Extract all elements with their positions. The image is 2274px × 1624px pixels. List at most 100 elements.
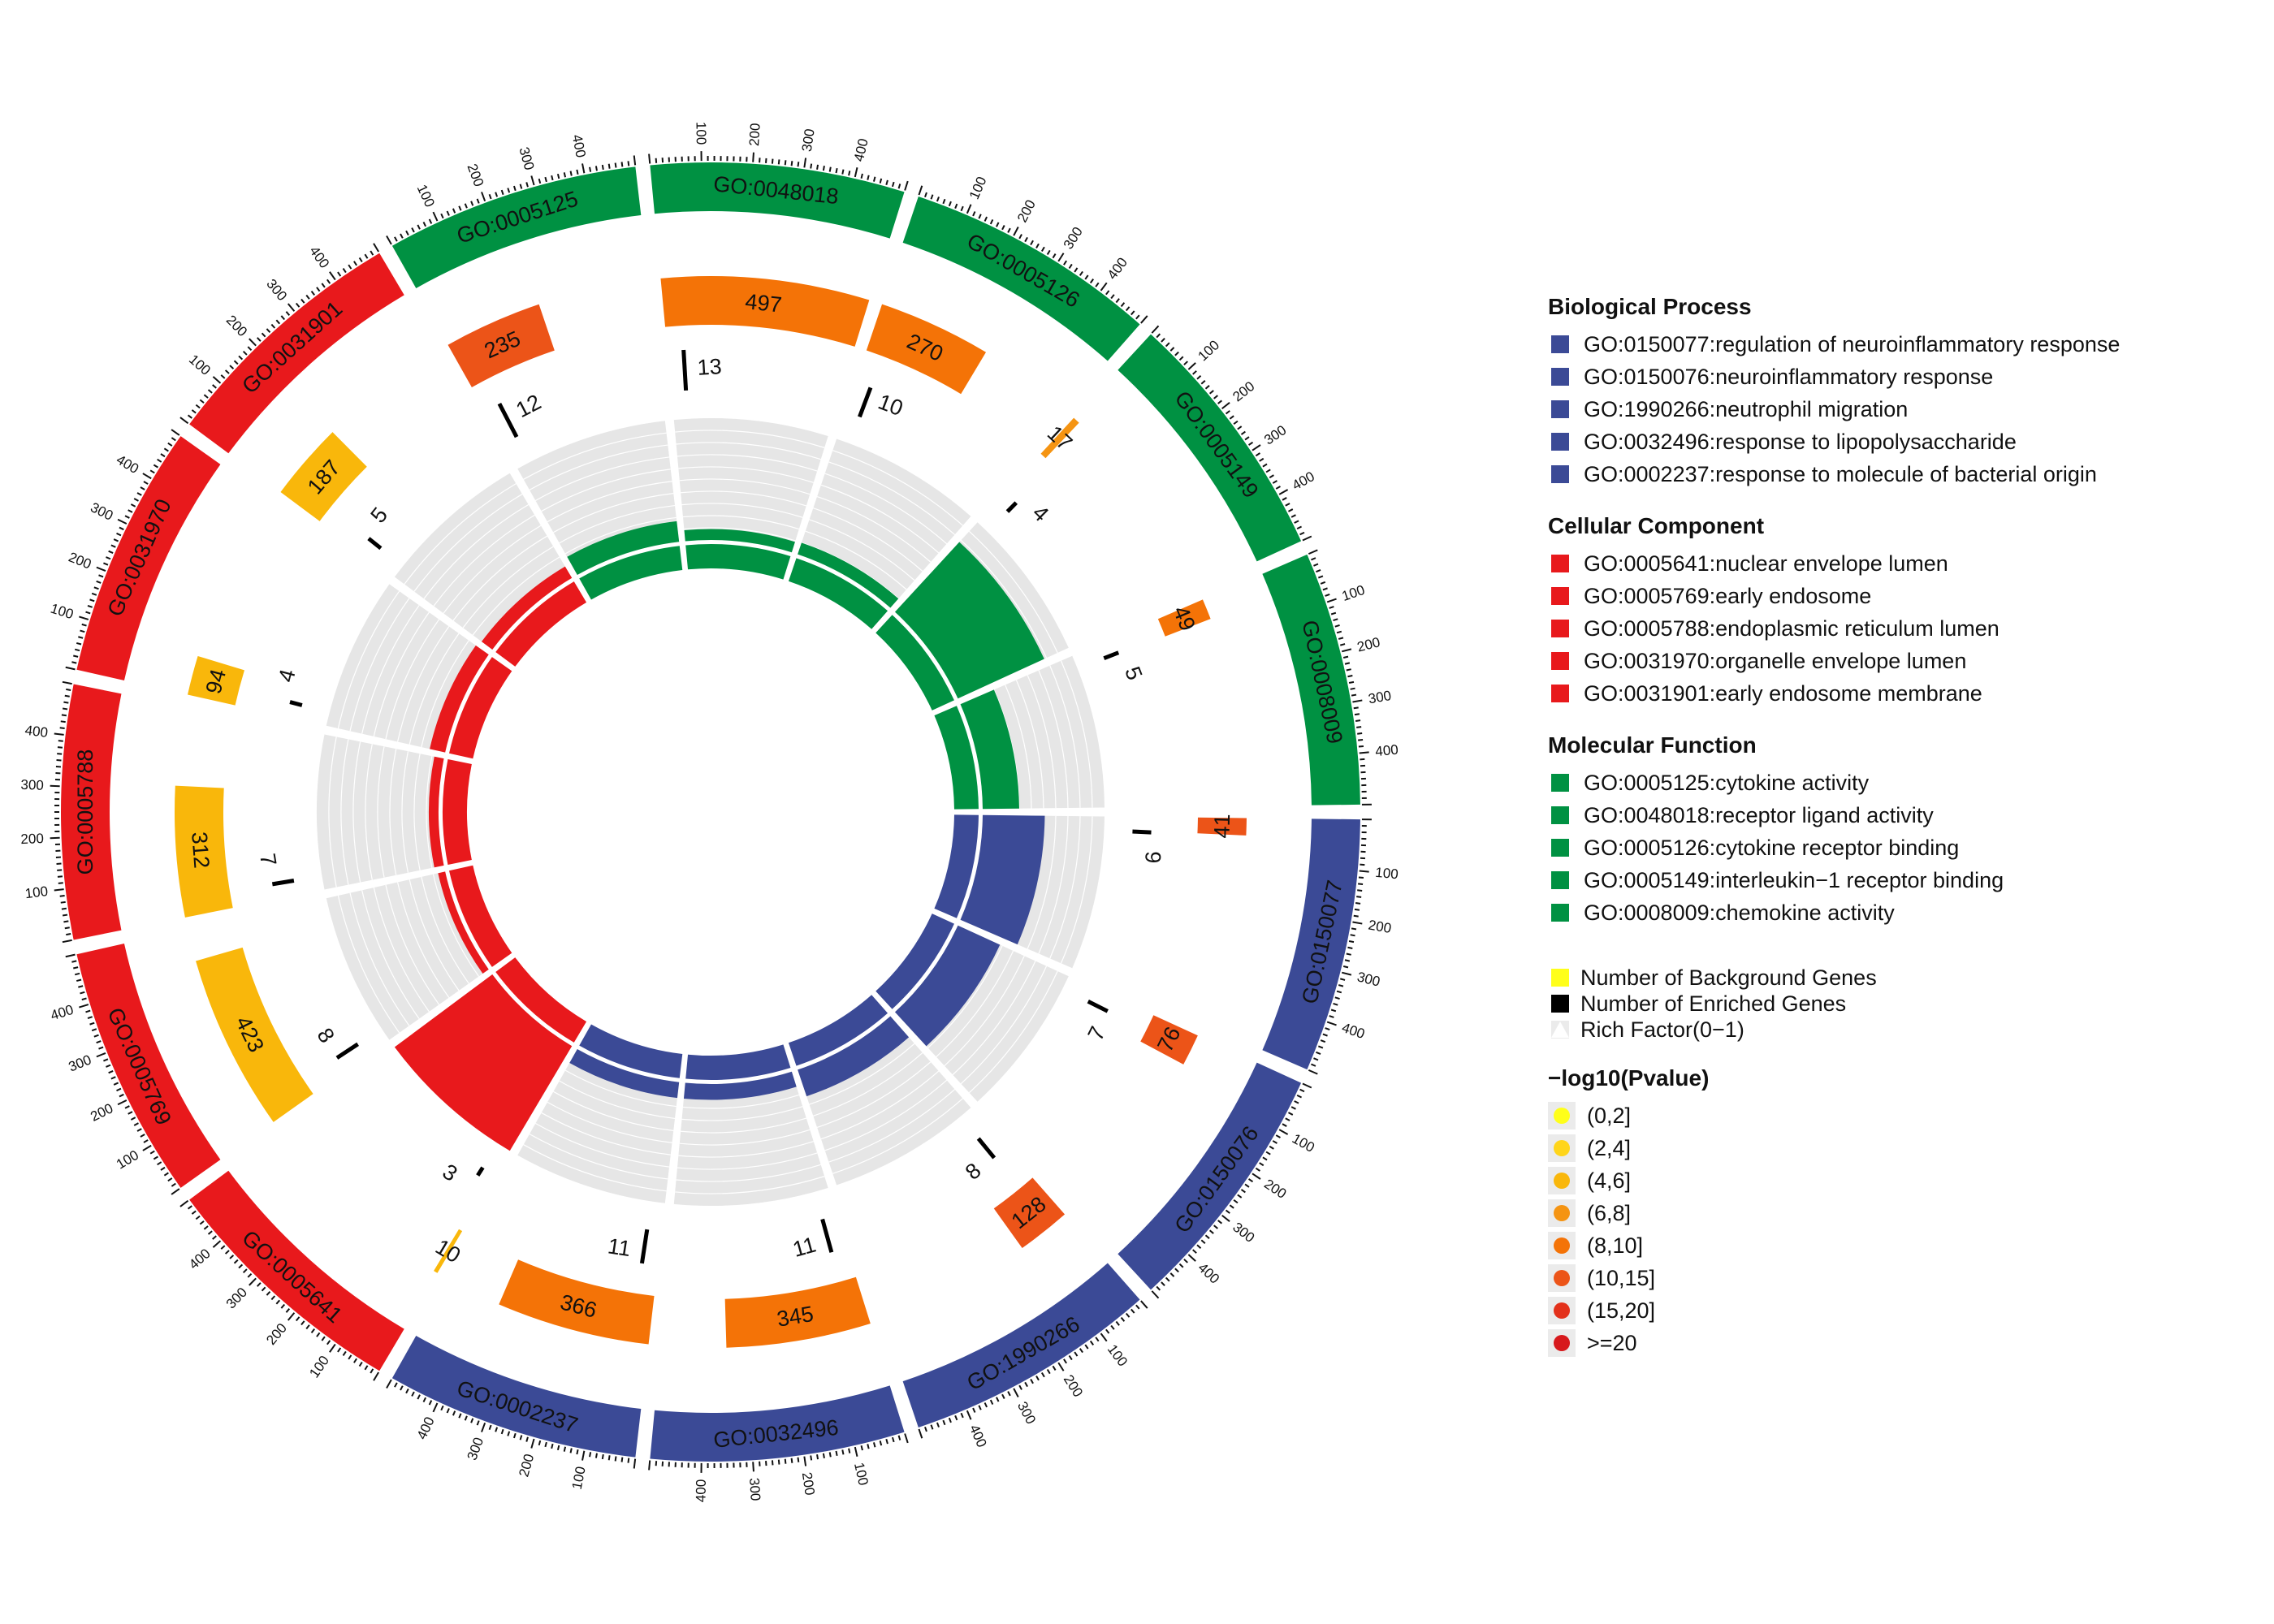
axis-tick [885, 179, 888, 185]
legend-item: GO:0048018:receptor ligand activity [1548, 799, 2246, 831]
background-genes-bar [724, 1276, 871, 1348]
axis-tick [153, 464, 158, 469]
axis-tick [966, 1410, 972, 1420]
axis-tick [400, 1385, 404, 1391]
axis-tick [1311, 1063, 1316, 1067]
axis-tick [1299, 1088, 1305, 1093]
axis-tick [1105, 1328, 1110, 1334]
axis-tick [918, 185, 923, 196]
axis-tick [220, 374, 226, 379]
axis-tick [1338, 984, 1344, 987]
rich-factor-gridline [377, 746, 385, 878]
axis-tick [275, 319, 281, 325]
axis-tick [1354, 713, 1360, 716]
enriched-genes-mark [681, 349, 689, 391]
axis-tick [358, 257, 363, 263]
axis-tick [1125, 1312, 1131, 1318]
axis-tick-label: 400 [1340, 1020, 1367, 1042]
axis-tick [1356, 726, 1362, 728]
axis-tick [452, 208, 456, 214]
pvalue-label: (6,8] [1587, 1200, 1632, 1225]
axis-tick [924, 1426, 927, 1432]
axis-tick [64, 926, 70, 930]
axis-tick [1359, 751, 1369, 754]
axis-tick [62, 680, 72, 685]
axis-tick-label: 200 [20, 831, 44, 847]
axis-tick-label: 400 [693, 1479, 708, 1503]
rich-factor-gridline [969, 970, 1058, 1094]
axis-tick [1229, 1204, 1234, 1209]
axis-tick [1040, 246, 1045, 252]
axis-tick-label: 400 [1195, 1260, 1222, 1287]
pvalue-swatch [1548, 1264, 1576, 1292]
axis-tick [1348, 939, 1355, 944]
rich-factor-gridline [677, 454, 818, 472]
rich-factor-gridline [952, 961, 1036, 1076]
axis-tick-label: 100 [306, 1353, 332, 1380]
rich-factor-gridline [352, 741, 361, 883]
rich-factor-gridline [421, 640, 469, 748]
rich-factor-gridline [960, 539, 1048, 659]
axis-tick [989, 1399, 994, 1405]
legend-item: GO:0002237:response to molecule of bacte… [1548, 458, 2246, 490]
axis-tick [1151, 1290, 1160, 1299]
axis-tick [627, 161, 630, 166]
enriched-genes-mark [1087, 1000, 1109, 1013]
axis-tick [1204, 1234, 1210, 1239]
axis-tick [78, 985, 84, 988]
axis-tick [171, 437, 176, 442]
axis-tick [530, 175, 535, 186]
background-genes-key: Number of Background Genes [1548, 965, 2246, 991]
axis-tick-label: 100 [1195, 337, 1222, 364]
axis-tick [1213, 395, 1218, 400]
axis-tick [305, 294, 310, 300]
axis-tick [476, 198, 480, 204]
legend-swatch [1551, 774, 1569, 792]
legend-label: GO:0002237:response to molecule of bacte… [1584, 461, 2097, 486]
axis-tick-label: 300 [465, 1436, 487, 1462]
axis-tick [458, 1413, 462, 1419]
pvalue-legend: −log10(Pvalue) (0,2] (2,4] (4,6] (6,8] (8,10… [1548, 1065, 2246, 1359]
axis-tick [790, 1458, 793, 1463]
enriched-genes-label: 7 [255, 852, 281, 868]
rich-factor-gridline [472, 556, 560, 636]
axis-tick [1302, 535, 1312, 542]
axis-tick [1333, 1002, 1338, 1006]
inner-ring-sector [875, 615, 954, 710]
axis-tick [89, 1021, 95, 1026]
axis-tick-label: 400 [49, 1002, 76, 1024]
background-genes-bar [1197, 817, 1247, 836]
rich-factor-bar [960, 689, 1019, 810]
rich-factor-gridline [675, 430, 825, 448]
axis-tick [519, 1435, 523, 1440]
legend-item: GO:0150077:regulation of neuroinflammato… [1548, 328, 2246, 361]
axis-tick [160, 453, 166, 458]
axis-tick [1358, 883, 1364, 886]
rich-factor-gridline [564, 1069, 677, 1108]
axis-tick-label: 300 [1355, 969, 1381, 989]
axis-tick [1290, 514, 1296, 518]
axis-tick [966, 204, 972, 214]
axis-tick [417, 224, 421, 230]
legend-item: GO:0005149:interleukin−1 receptor bindin… [1548, 864, 2246, 896]
axis-tick-label: 400 [569, 133, 589, 159]
axis-tick [1272, 480, 1278, 484]
axis-tick [556, 173, 560, 179]
rich-factor-gridline [805, 530, 907, 590]
axis-tick [1192, 370, 1197, 375]
axis-tick [1035, 243, 1040, 248]
axis-tick [1355, 719, 1361, 722]
axis-tick [1156, 333, 1161, 339]
axis-tick [464, 1415, 468, 1421]
axis-tick [1358, 745, 1364, 748]
axis-tick [1196, 1244, 1202, 1249]
rich-factor-bar [684, 529, 795, 553]
legend-item: GO:0150076:neuroinflammatory response [1548, 361, 2246, 393]
axis-tick [458, 205, 462, 211]
axis-tick [1355, 902, 1361, 905]
background-genes-bar [1157, 599, 1211, 637]
axis-tick [60, 720, 66, 723]
pvalue-legend-item: >=20 [1548, 1327, 2246, 1359]
rich-factor-gridline [553, 493, 674, 533]
axis-tick [1252, 444, 1261, 451]
